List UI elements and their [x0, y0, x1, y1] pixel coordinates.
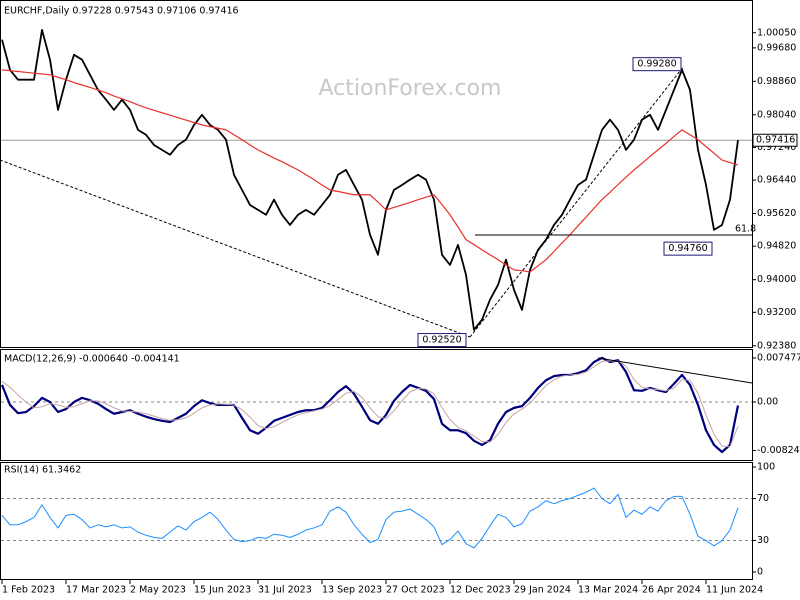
x-tick-label: 13 Mar 2024 — [578, 585, 638, 596]
y-tick-label: 1.00050 — [757, 27, 796, 38]
macd-trend-line — [597, 357, 753, 384]
macd-title: MACD(12,26,9) -0.000640 -0.004141 — [4, 354, 180, 365]
y-tick-label: 0.00 — [757, 397, 778, 408]
y-tick-label: -0.00824 — [757, 445, 800, 456]
x-tick-label: 11 Jun 2024 — [706, 585, 763, 596]
macd-pane — [0, 349, 753, 461]
series-line — [1, 28, 739, 331]
rsi-pane — [0, 462, 753, 580]
x-tick-label: 27 Oct 2023 — [386, 585, 445, 596]
price-pane — [0, 0, 753, 348]
x-tick-label: 13 Sep 2023 — [322, 585, 382, 596]
y-tick-label: 0.99680 — [757, 42, 796, 53]
y-tick-label: 0.98040 — [757, 109, 796, 120]
x-tick-label: 31 Jul 2023 — [258, 585, 312, 596]
rsi-title: RSI(14) 61.3462 — [4, 465, 81, 476]
y-tick-label: 70 — [757, 493, 769, 504]
x-tick-label: 29 Jan 2024 — [514, 585, 571, 596]
x-tick-label: 26 Apr 2024 — [642, 585, 701, 596]
series-line — [1, 69, 739, 273]
series-line — [1, 487, 739, 549]
y-tick-label: 0.007477 — [757, 353, 800, 364]
x-tick-label: 12 Dec 2023 — [450, 585, 511, 596]
annotation-box — [632, 57, 682, 72]
last-price-box — [752, 133, 798, 147]
trend-line — [0, 159, 471, 338]
annotation-box — [663, 241, 713, 256]
y-tick-label: 0.97240 — [757, 142, 796, 153]
y-tick-label: 0.98860 — [757, 76, 796, 87]
annotation-label: 0.99280 — [637, 59, 676, 70]
annotation-label: 0.94760 — [668, 243, 707, 254]
y-tick-label: 0.96440 — [757, 175, 796, 186]
y-tick-label: 0.93200 — [757, 307, 796, 318]
y-tick-label: 100 — [757, 462, 775, 473]
x-tick-label: 2 May 2023 — [130, 585, 186, 596]
y-tick-label: 30 — [757, 535, 769, 546]
y-tick-label: 0.94000 — [757, 274, 796, 285]
y-tick-label: 0.94820 — [757, 241, 796, 252]
y-tick-label: 0.92380 — [757, 340, 796, 351]
x-tick-label: 1 Feb 2023 — [2, 585, 55, 596]
price-title: EURCHF,Daily 0.97228 0.97543 0.97106 0.9… — [4, 6, 239, 17]
annotation-label: 0.92520 — [422, 335, 461, 346]
last-price-label: 0.97416 — [756, 135, 795, 146]
y-tick-label: 0.95620 — [757, 208, 796, 219]
watermark: ActionForex.com — [319, 76, 502, 101]
fib-label: 61.8 — [735, 224, 756, 235]
annotation-box — [417, 333, 467, 348]
trend-line — [469, 65, 685, 338]
x-tick-label: 15 Jun 2023 — [194, 585, 251, 596]
y-tick-label: 0 — [757, 567, 763, 578]
x-tick-label: 17 Mar 2023 — [66, 585, 126, 596]
